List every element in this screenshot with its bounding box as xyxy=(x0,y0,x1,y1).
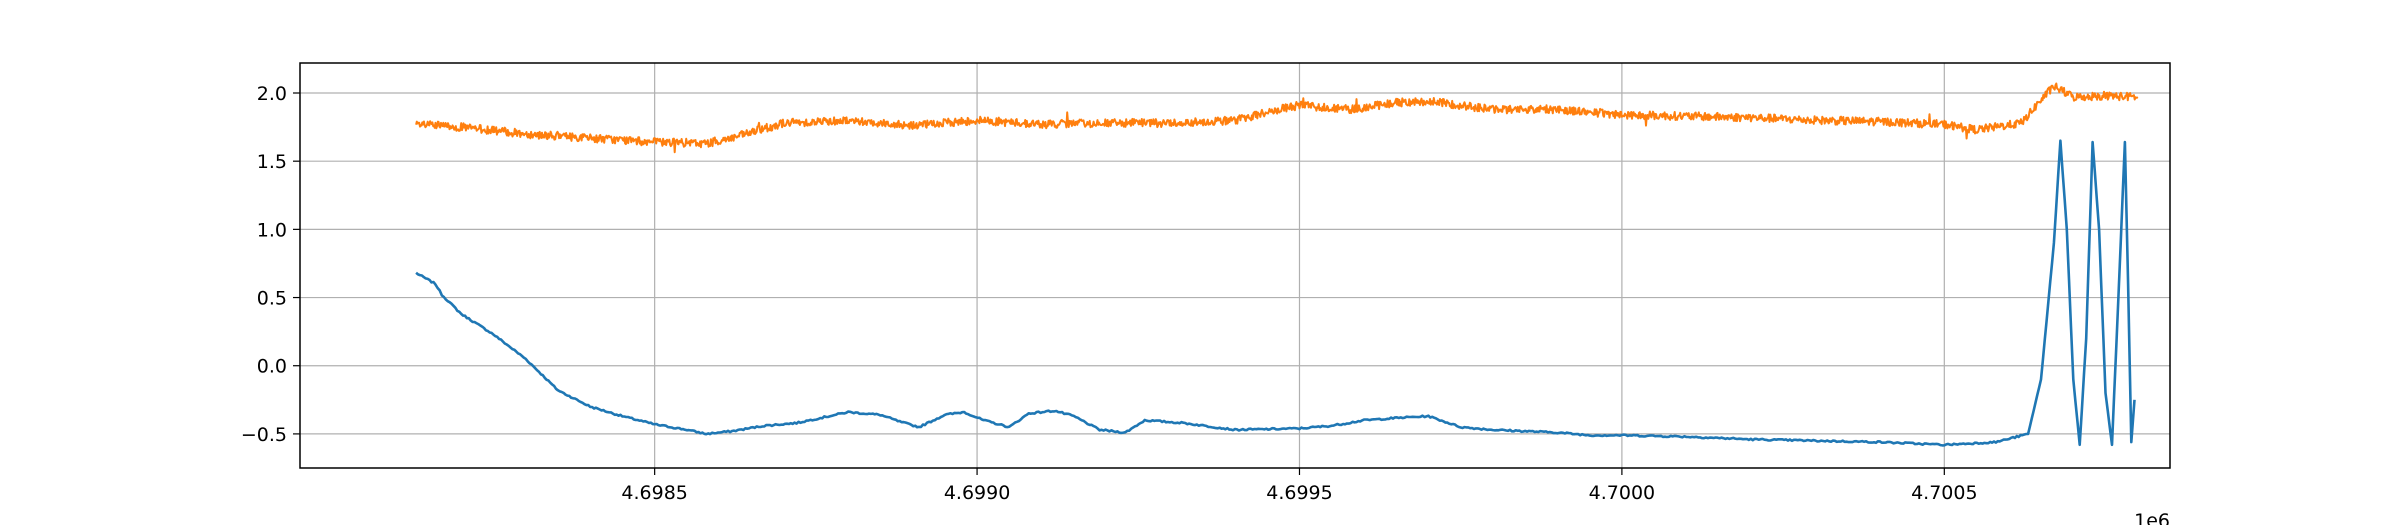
y-tick-label: 0.0 xyxy=(257,356,287,378)
series-line-blue xyxy=(415,139,2136,447)
tick-layer: 4.6985 4.6990 4.6995 4.7000 4.7005 −0.5 0.0 0.5… xyxy=(241,83,1978,504)
plot-area-frame xyxy=(299,62,2171,469)
y-tick-label: 2.0 xyxy=(257,83,287,105)
x-tick-label: 4.6995 xyxy=(1266,482,1332,504)
x-tick-label: 4.6985 xyxy=(621,482,687,504)
series-line-orange xyxy=(415,82,2139,154)
x-tick-label: 4.7000 xyxy=(1589,482,1655,504)
y-tick-label: −0.5 xyxy=(241,424,287,446)
y-tick-label: 1.5 xyxy=(257,151,287,173)
x-tick-label: 4.6990 xyxy=(944,482,1010,504)
grid-layer xyxy=(300,63,2170,468)
y-tick-label: 0.5 xyxy=(257,288,287,310)
x-axis-offset-label: 1e6 xyxy=(2134,510,2170,525)
x-tick-label: 4.7005 xyxy=(1911,482,1977,504)
series-layer xyxy=(415,82,2139,447)
y-tick-label: 1.0 xyxy=(257,219,287,241)
